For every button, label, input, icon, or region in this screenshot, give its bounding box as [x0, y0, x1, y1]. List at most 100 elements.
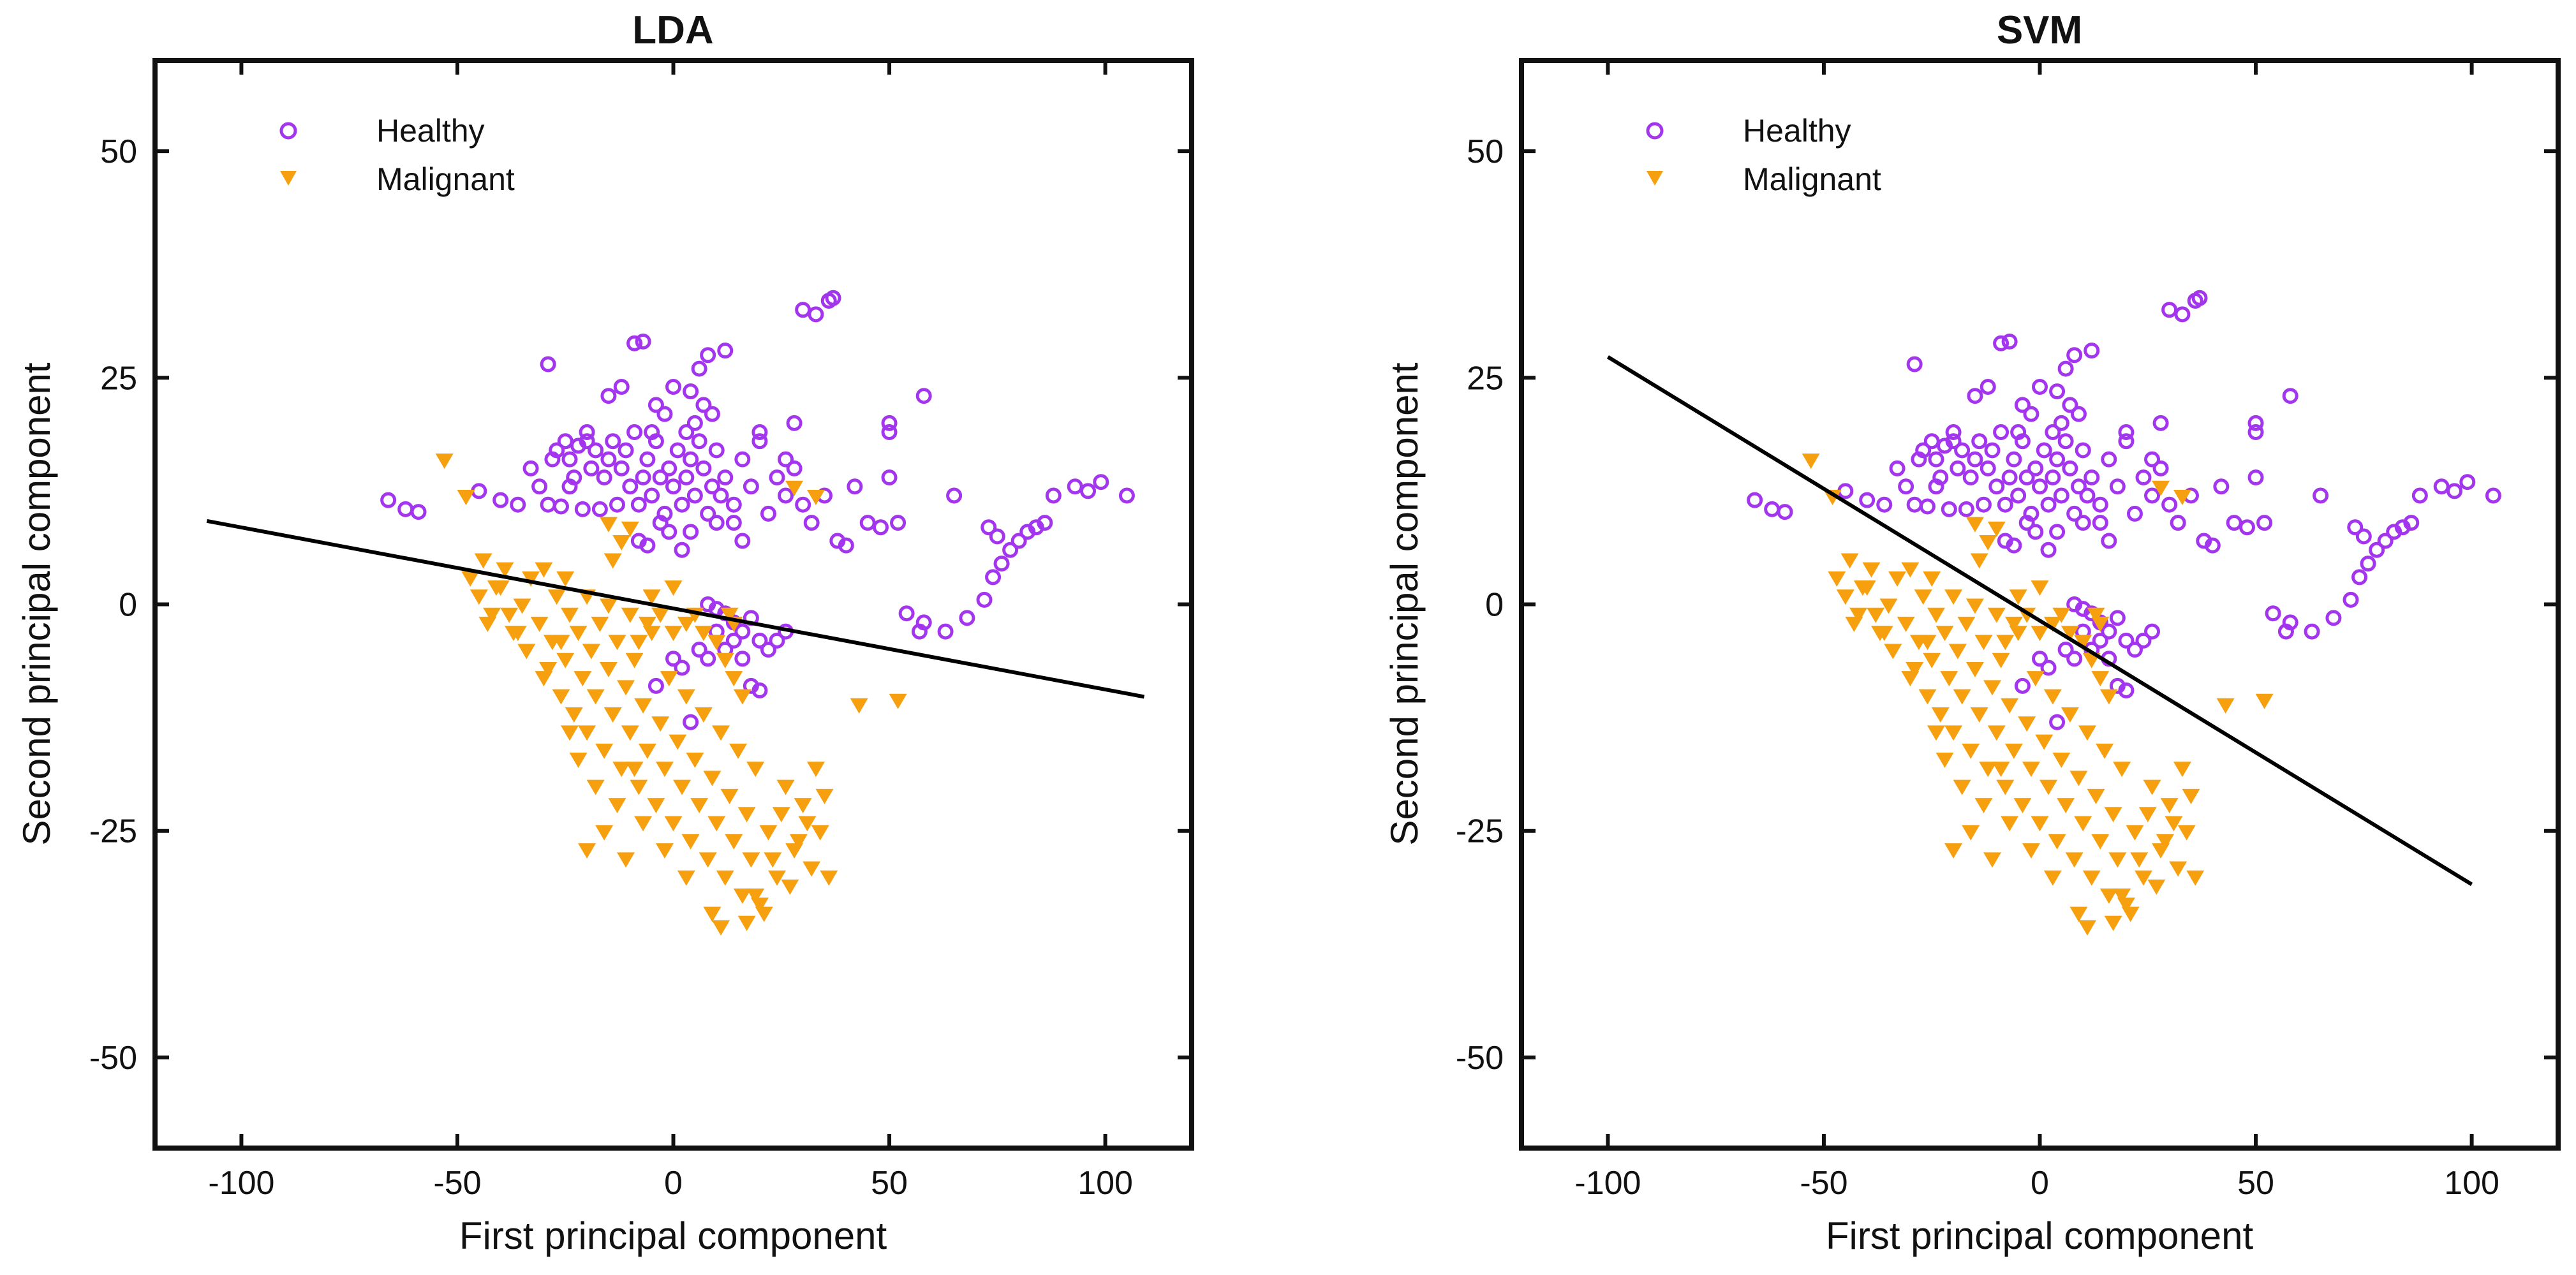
healthy-point — [2057, 433, 2074, 450]
healthy-point — [2411, 487, 2428, 504]
lda-xtick-label: -50 — [433, 1165, 481, 1202]
malignant-point — [1974, 635, 1993, 651]
malignant-point — [703, 906, 722, 922]
malignant-point — [2061, 707, 2079, 723]
healthy-point — [2343, 591, 2359, 608]
malignant-point — [1987, 607, 2006, 623]
healthy-point — [838, 537, 854, 554]
malignant-point — [2031, 626, 2049, 642]
healthy-point — [760, 642, 776, 658]
malignant-point — [1996, 635, 2015, 651]
malignant-point — [1948, 644, 1967, 660]
malignant-point — [1936, 626, 1954, 642]
healthy-point — [2101, 623, 2117, 640]
healthy-point — [2247, 469, 2264, 486]
malignant-point — [1983, 680, 2002, 696]
malignant-point — [733, 888, 751, 904]
malignant-point — [707, 635, 726, 651]
malignant-point — [552, 689, 570, 705]
malignant-point — [803, 861, 821, 877]
malignant-point — [1923, 571, 1941, 587]
malignant-point — [2004, 616, 2023, 632]
malignant-point — [2022, 843, 2040, 859]
healthy-point — [531, 478, 548, 495]
malignant-point — [595, 743, 614, 759]
malignant-point — [703, 770, 722, 786]
malignant-point — [2177, 825, 2196, 841]
healthy-point — [522, 460, 539, 476]
malignant-point — [707, 816, 726, 832]
healthy-point — [1837, 483, 1854, 499]
healthy-point — [1988, 478, 2005, 495]
healthy-point — [2049, 383, 2066, 400]
healthy-point — [2049, 451, 2066, 468]
healthy-point — [2213, 478, 2230, 495]
healthy-point — [626, 424, 643, 441]
svm-ytick-label: 25 — [1467, 360, 1504, 397]
healthy-point — [700, 347, 716, 364]
svm-ytick-label: -50 — [1456, 1040, 1504, 1077]
healthy-point — [574, 501, 591, 517]
healthy-point — [2459, 474, 2476, 490]
healthy-point — [2282, 614, 2298, 631]
healthy-point — [1002, 542, 1019, 558]
legend-malignant-label: Malignant — [1743, 161, 1881, 197]
healthy-point — [993, 556, 1010, 572]
malignant-point — [617, 852, 635, 868]
malignant-point — [1965, 517, 1984, 533]
healthy-point — [1945, 433, 1962, 450]
healthy-point — [678, 424, 695, 441]
malignant-point — [2091, 834, 2110, 850]
healthy-point — [600, 388, 617, 404]
legend-healthy-marker — [1646, 122, 1664, 140]
healthy-point — [1010, 533, 1027, 549]
healthy-point — [540, 496, 556, 513]
malignant-point — [1853, 580, 1872, 596]
healthy-point — [678, 469, 695, 486]
healthy-point — [2101, 533, 2117, 549]
healthy-point — [397, 501, 414, 517]
malignant-point — [2099, 689, 2118, 705]
healthy-point — [795, 496, 811, 513]
malignant-point — [647, 798, 665, 814]
malignant-point — [798, 816, 817, 832]
healthy-point — [2014, 677, 2031, 694]
malignant-point — [2031, 580, 2049, 596]
healthy-point — [1118, 487, 1135, 504]
malignant-point — [2121, 906, 2140, 922]
malignant-point — [2147, 879, 2166, 895]
healthy-point — [725, 632, 742, 649]
malignant-point — [2091, 616, 2110, 632]
healthy-point — [549, 442, 565, 459]
malignant-point — [1992, 652, 2010, 668]
healthy-point — [1777, 504, 1793, 520]
malignant-point — [2009, 589, 2027, 605]
malignant-point — [781, 879, 799, 895]
malignant-point — [586, 779, 605, 795]
malignant-point — [2048, 834, 2066, 850]
healthy-point — [639, 537, 656, 554]
healthy-point — [2040, 660, 2057, 676]
healthy-point — [591, 501, 608, 517]
healthy-point — [2144, 623, 2161, 640]
malignant-point — [1888, 571, 1907, 587]
healthy-point — [2092, 515, 2108, 531]
malignant-point — [2022, 762, 2040, 778]
malignant-point — [535, 562, 553, 578]
healthy-point — [2006, 451, 2022, 468]
svm-marks — [1606, 290, 2501, 936]
healthy-point — [605, 433, 621, 450]
healthy-point — [579, 424, 595, 441]
malignant-point — [565, 707, 583, 723]
healthy-point — [786, 415, 803, 431]
malignant-point — [1944, 589, 1963, 605]
malignant-point — [850, 698, 868, 714]
malignant-point — [664, 816, 683, 832]
healthy-point — [1954, 442, 1971, 459]
healthy-point — [2161, 302, 2178, 318]
malignant-point — [660, 671, 678, 687]
healthy-point — [985, 569, 1002, 586]
healthy-point — [639, 451, 656, 468]
malignant-point — [638, 743, 656, 759]
healthy-point — [1950, 460, 1966, 476]
